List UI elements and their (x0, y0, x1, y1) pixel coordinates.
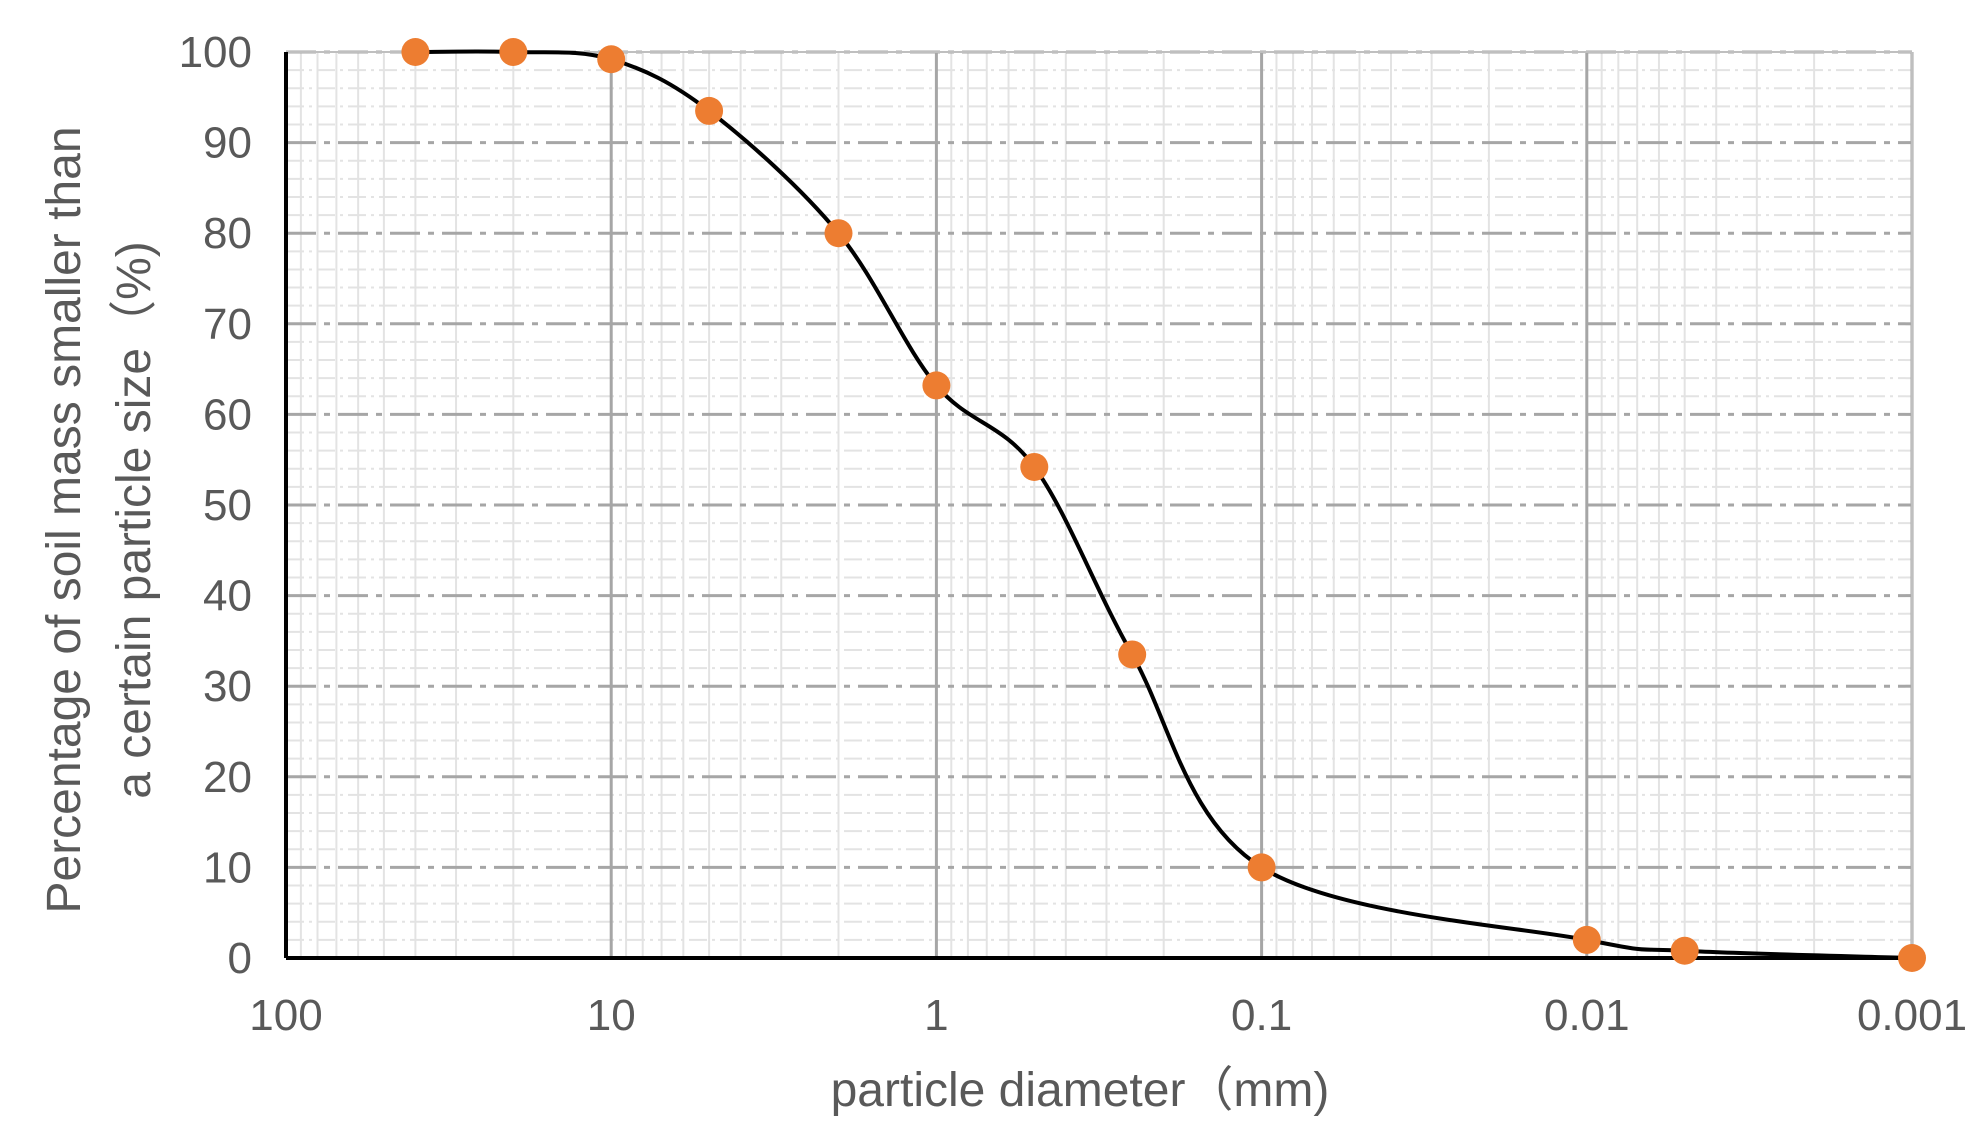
data-point (1572, 925, 1601, 954)
y-tick-label: 80 (203, 209, 252, 258)
y-tick-label: 30 (203, 662, 252, 711)
data-point (1247, 853, 1276, 882)
y-tick-label: 0 (228, 934, 252, 983)
x-tick-label: 100 (249, 991, 322, 1040)
y-axis-title-line2: a certain particle size（%) (108, 241, 161, 799)
data-point (597, 45, 626, 74)
data-point (1898, 944, 1926, 972)
major-gridlines (284, 50, 1914, 958)
data-point (1118, 640, 1147, 669)
x-tick-label: 0.001 (1857, 991, 1967, 1040)
y-tick-label: 60 (203, 390, 252, 439)
data-point (922, 371, 951, 400)
data-point (1670, 936, 1699, 965)
y-tick-label: 10 (203, 843, 252, 892)
data-point (695, 96, 724, 125)
points-layer (401, 38, 1926, 972)
minor-gridlines (286, 52, 1912, 958)
y-tick-label: 20 (203, 753, 252, 802)
y-tick-label: 70 (203, 300, 252, 349)
x-tick-label: 10 (587, 991, 636, 1040)
y-tick-label: 100 (179, 28, 252, 77)
y-tick-label: 90 (203, 119, 252, 168)
x-tick-label: 0.1 (1231, 991, 1292, 1040)
data-point (1020, 452, 1049, 481)
y-axis-title-line1: Percentage of soil mass smaller than (38, 126, 91, 913)
data-point (499, 38, 528, 66)
data-point (401, 38, 430, 66)
axes (284, 51, 1913, 960)
data-point (824, 219, 853, 248)
x-axis-title: particle diameter（mm) (831, 1064, 1330, 1117)
x-tick-label: 1 (924, 991, 948, 1040)
curve-layer (415, 49, 1913, 960)
y-tick-labels: 0 10 20 30 40 50 60 70 80 90 100 (179, 28, 252, 983)
x-tick-label: 0.01 (1544, 991, 1630, 1040)
y-tick-label: 40 (203, 572, 252, 621)
grading-curve (415, 49, 1913, 960)
y-tick-label: 50 (203, 481, 252, 530)
x-tick-labels: 100 10 1 0.1 0.01 0.001 (249, 991, 1967, 1040)
